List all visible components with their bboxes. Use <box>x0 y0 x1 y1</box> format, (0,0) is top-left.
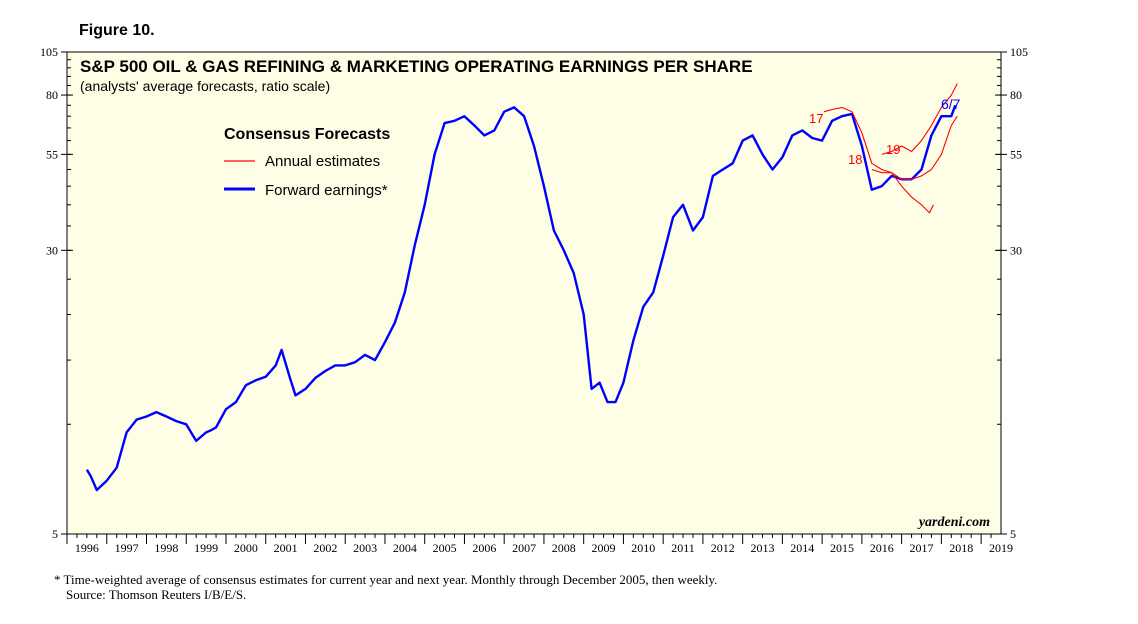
x-tick-label: 2005 <box>433 541 457 555</box>
legend-title: Consensus Forecasts <box>224 126 390 143</box>
x-tick-label: 1997 <box>115 541 139 555</box>
series-label-19: 19 <box>886 142 900 157</box>
y-axis-left: 105 80 55 30 5 <box>40 45 58 541</box>
series-forward-earnings-line <box>85 104 957 492</box>
series-annual-estimate-18-line <box>871 115 958 180</box>
x-tick-label: 2006 <box>472 541 496 555</box>
legend-label-annual: Annual estimates <box>265 153 380 170</box>
x-tick-label: 2002 <box>313 541 337 555</box>
y-tick-label-left: 80 <box>46 88 58 102</box>
x-tick-label: 2001 <box>274 541 298 555</box>
series-label-17: 17 <box>809 111 823 126</box>
y-tick-label-right: 80 <box>1010 88 1022 102</box>
x-tick-label: 2003 <box>353 541 377 555</box>
y-tick-label-right: 105 <box>1010 45 1028 59</box>
series-label-18: 18 <box>848 152 862 167</box>
x-tick-label: 2013 <box>751 541 775 555</box>
chart-svg: 105 80 55 30 5 105 80 55 30 5 1996 1997 1998 1999 20… <box>40 45 1028 555</box>
legend: Consensus Forecasts Annual estimates For… <box>224 126 390 199</box>
series-annual-estimate-17-line <box>823 106 934 214</box>
watermark: yardeni.com <box>917 515 990 530</box>
chart-title: S&P 500 OIL & GAS REFINING & MARKETING O… <box>80 57 753 76</box>
x-tick-label: 2007 <box>512 541 536 555</box>
series-layer <box>85 83 958 492</box>
x-tick-label: 1998 <box>154 541 178 555</box>
x-tick-label: 2004 <box>393 541 417 555</box>
plot-background <box>66 51 1002 535</box>
y-axis-right: 105 80 55 30 5 <box>1010 45 1028 541</box>
x-axis: 1996 1997 1998 1999 2000 2001 2002 2003 2004 2005… <box>75 541 1013 555</box>
footnote-source: Source: Thomson Reuters I/B/E/S. <box>66 587 247 602</box>
x-tick-label: 2014 <box>790 541 814 555</box>
tick-marks <box>61 51 1007 544</box>
y-tick-label-right: 30 <box>1010 243 1022 257</box>
y-tick-label-left: 55 <box>46 147 58 161</box>
y-tick-label-left: 5 <box>52 527 58 541</box>
x-tick-label: 2019 <box>989 541 1013 555</box>
footnote-line-1: * Time-weighted average of consensus est… <box>54 572 718 587</box>
y-tick-label-left: 30 <box>46 243 58 257</box>
x-tick-label: 2000 <box>234 541 258 555</box>
footnote: * Time-weighted average of consensus est… <box>54 572 717 602</box>
x-tick-label: 2017 <box>910 541 934 555</box>
x-tick-label: 2015 <box>830 541 854 555</box>
x-tick-label: 2008 <box>552 541 576 555</box>
x-tick-label: 2009 <box>592 541 616 555</box>
x-tick-label: 2011 <box>671 541 695 555</box>
x-tick-label: 2010 <box>631 541 655 555</box>
x-tick-label: 1996 <box>75 541 99 555</box>
x-tick-label: 2016 <box>870 541 894 555</box>
end-date-label: 6/7 <box>941 96 961 112</box>
y-tick-label-right: 55 <box>1010 147 1022 161</box>
y-tick-label-left: 105 <box>40 45 58 59</box>
x-tick-label: 1999 <box>194 541 218 555</box>
legend-label-forward: Forward earnings* <box>265 182 388 199</box>
chart-subtitle: (analysts' average forecasts, ratio scal… <box>80 78 330 94</box>
series-annual-estimate-19-line <box>881 83 958 155</box>
y-tick-label-right: 5 <box>1010 527 1016 541</box>
x-tick-label: 2012 <box>711 541 735 555</box>
figure-label: Figure 10. <box>79 22 155 39</box>
x-tick-label: 2018 <box>949 541 973 555</box>
